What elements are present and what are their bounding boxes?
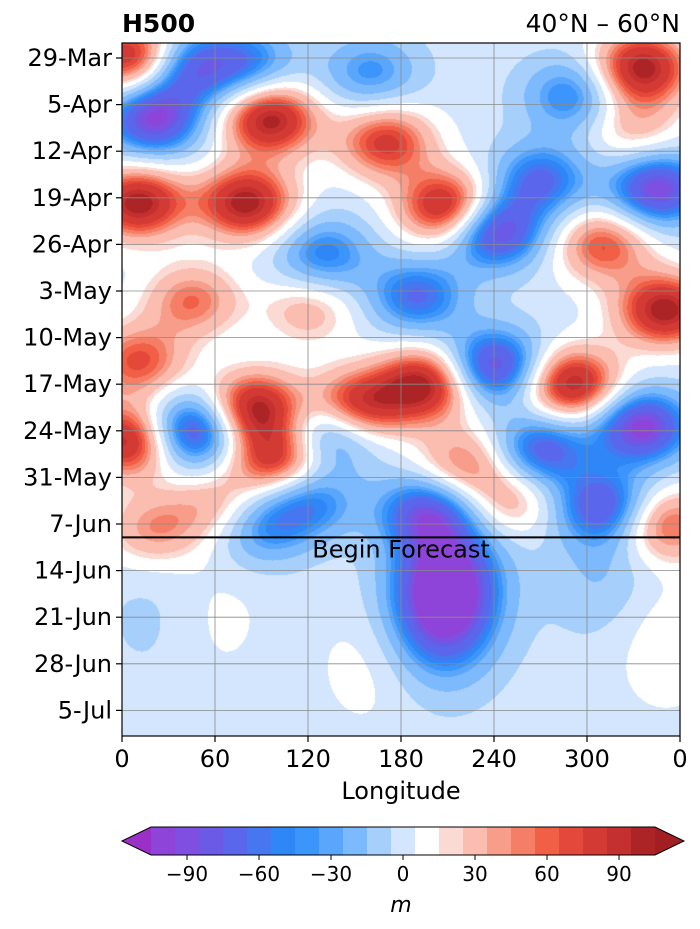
colorbar-tick-label: 30 xyxy=(462,862,487,886)
x-tick-label: 120 xyxy=(285,745,331,773)
x-axis-label: Longitude xyxy=(341,777,460,805)
colorbar-extend-low xyxy=(122,827,151,855)
y-tick-label: 3-May xyxy=(38,277,112,305)
colorbar-segment xyxy=(151,827,176,855)
colorbar-tick-label: −60 xyxy=(238,862,280,886)
colorbar-segment xyxy=(511,827,536,855)
chart-title-right: 40°N – 60°N xyxy=(526,9,680,38)
colorbar-unit-label: m xyxy=(390,893,411,918)
y-tick-label: 7-Jun xyxy=(49,510,112,538)
x-tick-label: 60 xyxy=(200,745,231,773)
y-tick-label: 5-Apr xyxy=(47,91,112,119)
colorbar: −90 −60 −30 0 30 60 90 xyxy=(120,826,686,886)
colorbar-segment xyxy=(391,827,416,855)
colorbar-segment xyxy=(607,827,632,855)
colorbar-segment xyxy=(559,827,584,855)
y-tick-label: 21-Jun xyxy=(34,603,112,631)
colorbar-segment xyxy=(319,827,344,855)
colorbar-tick-label: −30 xyxy=(310,862,352,886)
y-tick-label: 10-May xyxy=(23,324,112,352)
colorbar-tick-label: 90 xyxy=(606,862,631,886)
colorbar-segment xyxy=(343,827,368,855)
y-tick-label: 17-May xyxy=(23,370,112,398)
colorbar-extend-high xyxy=(655,827,684,855)
colorbar-segment xyxy=(271,827,296,855)
x-tick-label: 0 xyxy=(114,745,129,773)
y-tick-label: 14-Jun xyxy=(34,557,112,585)
grid-lines xyxy=(122,43,680,736)
x-tick-label: 240 xyxy=(471,745,517,773)
colorbar-segment xyxy=(367,827,392,855)
colorbar-segment xyxy=(583,827,608,855)
colorbar-tick-label: 0 xyxy=(397,862,410,886)
x-tick-label: 0 xyxy=(672,745,687,773)
x-tick-label: 300 xyxy=(564,745,610,773)
colorbar-tick-label: −90 xyxy=(166,862,208,886)
colorbar-segment xyxy=(247,827,272,855)
y-tick-label: 26-Apr xyxy=(32,230,112,258)
colorbar-segment xyxy=(175,827,200,855)
colorbar-segment xyxy=(535,827,560,855)
y-axis: 29-Mar 5-Apr 12-Apr 19-Apr 26-Apr 3-May 10-May… xyxy=(23,44,122,724)
colorbar-tick-label: 60 xyxy=(534,862,559,886)
y-tick-label: 19-Apr xyxy=(32,184,112,212)
x-axis: 0 60 120 180 240 300 0 xyxy=(114,736,688,773)
y-tick-label: 31-May xyxy=(23,463,112,491)
y-tick-label: 24-May xyxy=(23,417,112,445)
colorbar-segment xyxy=(199,827,224,855)
colorbar-segment xyxy=(631,827,656,855)
forecast-marker: Begin Forecast xyxy=(122,535,680,563)
chart-title-left: H500 xyxy=(122,9,195,38)
y-tick-label: 29-Mar xyxy=(28,44,113,72)
colorbar-segment xyxy=(487,827,512,855)
colorbar-outline xyxy=(120,826,686,856)
colorbar-segment xyxy=(415,827,440,855)
colorbar-segment xyxy=(295,827,320,855)
colorbar-segment xyxy=(223,827,248,855)
plot-area xyxy=(122,43,680,736)
y-tick-label: 5-Jul xyxy=(58,696,112,724)
colorbar-segment xyxy=(463,827,488,855)
colorbar-segment xyxy=(439,827,464,855)
y-tick-label: 28-Jun xyxy=(34,650,112,678)
y-tick-label: 12-Apr xyxy=(32,137,112,165)
forecast-label: Begin Forecast xyxy=(312,535,490,563)
x-tick-label: 180 xyxy=(378,745,424,773)
